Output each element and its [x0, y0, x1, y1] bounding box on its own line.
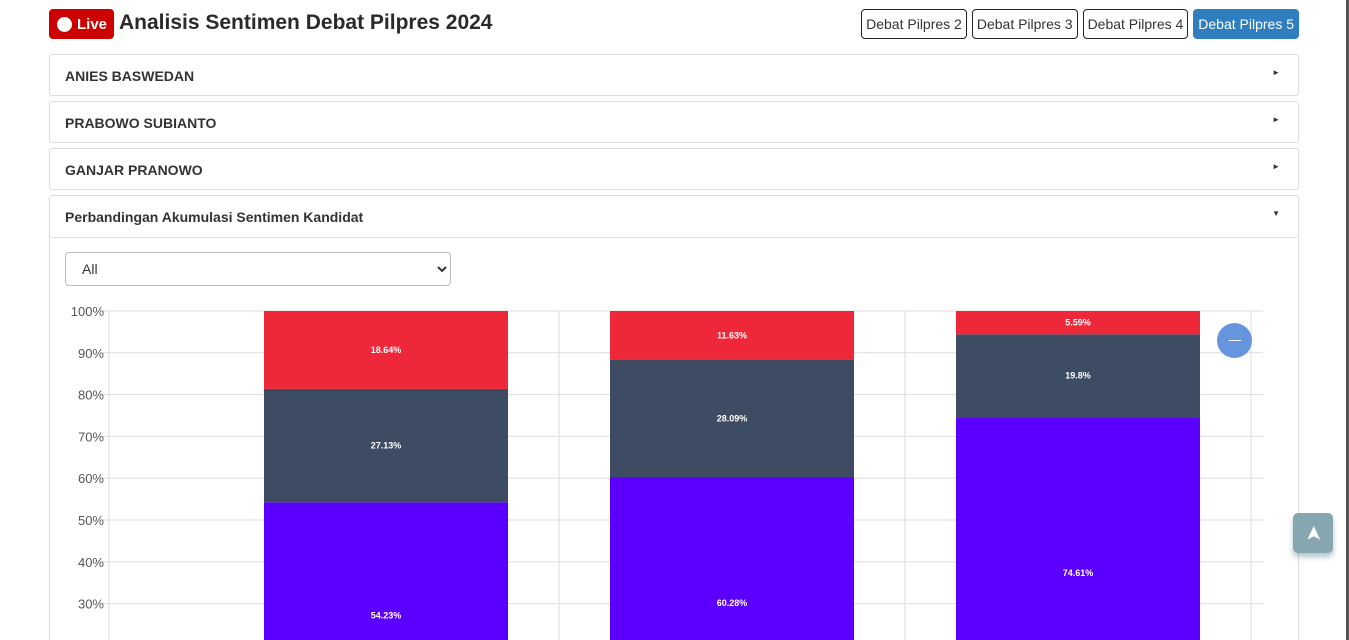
data-label: 28.09% — [717, 413, 748, 423]
triangle-right-icon: ► — [1272, 162, 1280, 171]
scroll-top-button[interactable]: ➤ — [1293, 513, 1333, 553]
data-label: 18.64% — [371, 345, 402, 355]
bar-segment — [264, 311, 508, 389]
y-tick-label: 90% — [78, 346, 104, 361]
live-badge: Live — [49, 9, 114, 39]
page-title: Analisis Sentimen Debat Pilpres 2024 — [119, 11, 493, 34]
triangle-right-icon: ► — [1272, 68, 1280, 77]
data-label: 5.59% — [1065, 318, 1091, 328]
data-label: 11.63% — [717, 330, 747, 340]
record-dot-icon — [57, 16, 72, 32]
chevron-up-icon: ➤ — [1302, 524, 1325, 542]
panel-title: Perbandingan Akumulasi Sentimen Kandidat — [65, 209, 364, 225]
tab-debat-2[interactable]: Debat Pilpres 2 — [861, 9, 967, 39]
accordion-ganjar[interactable]: GANJAR PRANOWO ► — [49, 148, 1299, 190]
triangle-down-icon: ▼ — [1272, 209, 1280, 218]
accordion-label: GANJAR PRANOWO — [65, 162, 203, 178]
comparison-panel-header[interactable]: Perbandingan Akumulasi Sentimen Kandidat… — [50, 196, 1298, 238]
accordion-label: PRABOWO SUBIANTO — [65, 115, 217, 131]
bar-segment — [610, 359, 854, 478]
candidate-filter-select[interactable]: All — [65, 252, 451, 286]
bar-segment — [956, 334, 1200, 418]
tab-debat-4[interactable]: Debat Pilpres 4 — [1082, 9, 1189, 39]
data-label: 27.13% — [371, 441, 402, 451]
live-label: Live — [77, 15, 108, 33]
scrollbar[interactable] — [1346, 0, 1349, 640]
header: Live Analisis Sentimen Debat Pilpres 202… — [49, 8, 1299, 40]
y-tick-label: 50% — [78, 513, 104, 528]
data-label: 74.61% — [1063, 568, 1094, 578]
y-tick-label: 30% — [78, 597, 104, 612]
accordion-prabowo[interactable]: PRABOWO SUBIANTO ► — [49, 101, 1299, 143]
bar-segment — [610, 477, 854, 640]
bar-segment — [956, 311, 1200, 335]
bar-segment — [610, 311, 854, 360]
accordion-label: ANIES BASWEDAN — [65, 68, 195, 84]
bar-segment — [264, 388, 508, 503]
bar-segment — [956, 417, 1200, 640]
accordion-anies[interactable]: ANIES BASWEDAN ► — [49, 54, 1299, 96]
data-label: 60.28% — [717, 598, 748, 608]
collapse-button[interactable] — [1217, 323, 1252, 358]
comparison-panel: Perbandingan Akumulasi Sentimen Kandidat… — [49, 195, 1299, 640]
debate-tabs: Debat Pilpres 2 Debat Pilpres 3 Debat Pi… — [861, 9, 1299, 39]
data-label: 54.23% — [371, 611, 402, 621]
minus-icon — [1228, 340, 1241, 341]
bar-segment — [264, 502, 508, 640]
y-tick-label: 60% — [78, 471, 104, 486]
y-tick-label: 40% — [78, 555, 104, 570]
y-tick-label: 70% — [78, 429, 104, 444]
data-label: 19.8% — [1065, 371, 1091, 381]
tab-debat-3[interactable]: Debat Pilpres 3 — [971, 9, 1078, 39]
y-tick-label: 100% — [71, 304, 105, 319]
tab-debat-5[interactable]: Debat Pilpres 5 — [1193, 9, 1299, 39]
y-tick-label: 80% — [78, 388, 104, 403]
triangle-right-icon: ► — [1272, 115, 1280, 124]
